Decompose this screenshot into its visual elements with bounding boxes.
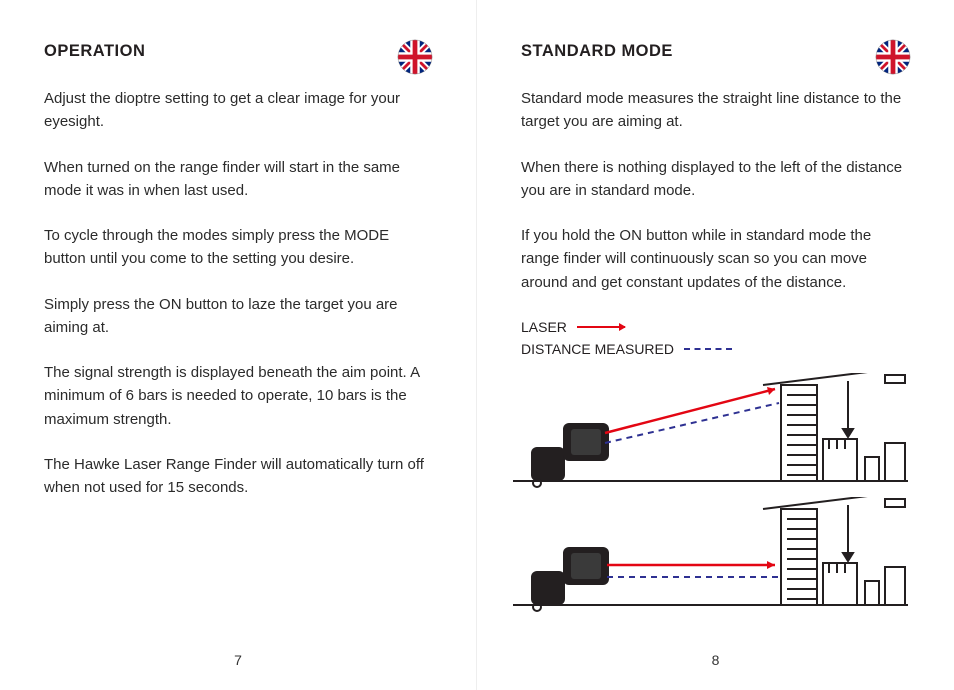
- legend-distance-label: DISTANCE MEASURED: [521, 338, 674, 360]
- page-number: 7: [0, 652, 476, 668]
- heading-standard-mode: STANDARD MODE: [521, 42, 910, 61]
- legend: LASER DISTANCE MEASURED: [521, 316, 910, 361]
- body-text: The Hawke Laser Range Finder will automa…: [44, 453, 432, 500]
- standard-mode-diagram-upper: [513, 373, 908, 497]
- page-left: OPERATION Adjust the dioptre setting to …: [0, 0, 477, 690]
- body-text: To cycle through the modes simply press …: [44, 224, 432, 271]
- rangefinder-icon: [531, 423, 609, 487]
- body-text: Adjust the dioptre setting to get a clea…: [44, 87, 432, 134]
- body-text: Simply press the ON button to laze the t…: [44, 293, 432, 340]
- page-number: 8: [477, 652, 954, 668]
- legend-laser-label: LASER: [521, 316, 567, 338]
- page-right: STANDARD MODE Standard mode measures the…: [477, 0, 954, 690]
- distance-line-icon: [684, 348, 732, 350]
- body-text: Standard mode measures the straight line…: [521, 87, 910, 134]
- body-text: The signal strength is displayed beneath…: [44, 361, 432, 431]
- heading-operation: OPERATION: [44, 42, 432, 61]
- standard-mode-diagram-lower: [513, 497, 908, 621]
- body-text: If you hold the ON button while in stand…: [521, 224, 910, 294]
- body-text: When turned on the range finder will sta…: [44, 156, 432, 203]
- uk-flag-icon: [396, 38, 434, 76]
- laser-line-icon: [577, 326, 625, 328]
- uk-flag-icon: [874, 38, 912, 76]
- rangefinder-icon: [531, 547, 609, 611]
- body-text: When there is nothing displayed to the l…: [521, 156, 910, 203]
